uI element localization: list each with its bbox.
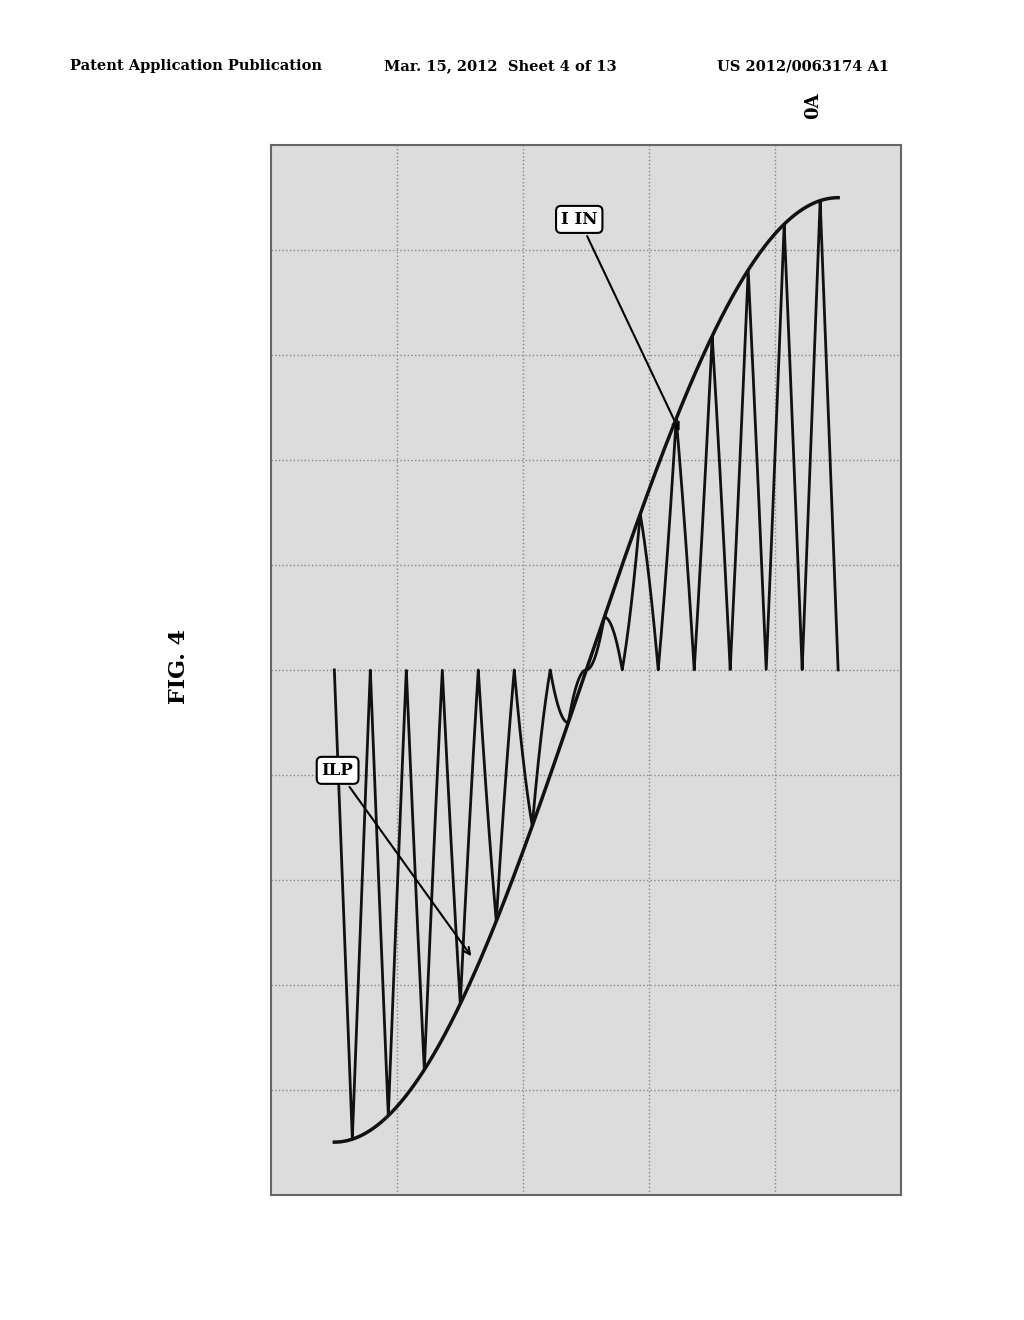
Text: Mar. 15, 2012  Sheet 4 of 13: Mar. 15, 2012 Sheet 4 of 13 xyxy=(384,59,616,74)
Text: ILP: ILP xyxy=(322,762,470,954)
Text: I IN: I IN xyxy=(561,211,679,429)
Text: Patent Application Publication: Patent Application Publication xyxy=(70,59,322,74)
Text: 0A: 0A xyxy=(804,92,822,119)
Text: FIG. 4: FIG. 4 xyxy=(168,630,190,704)
Text: US 2012/0063174 A1: US 2012/0063174 A1 xyxy=(717,59,889,74)
